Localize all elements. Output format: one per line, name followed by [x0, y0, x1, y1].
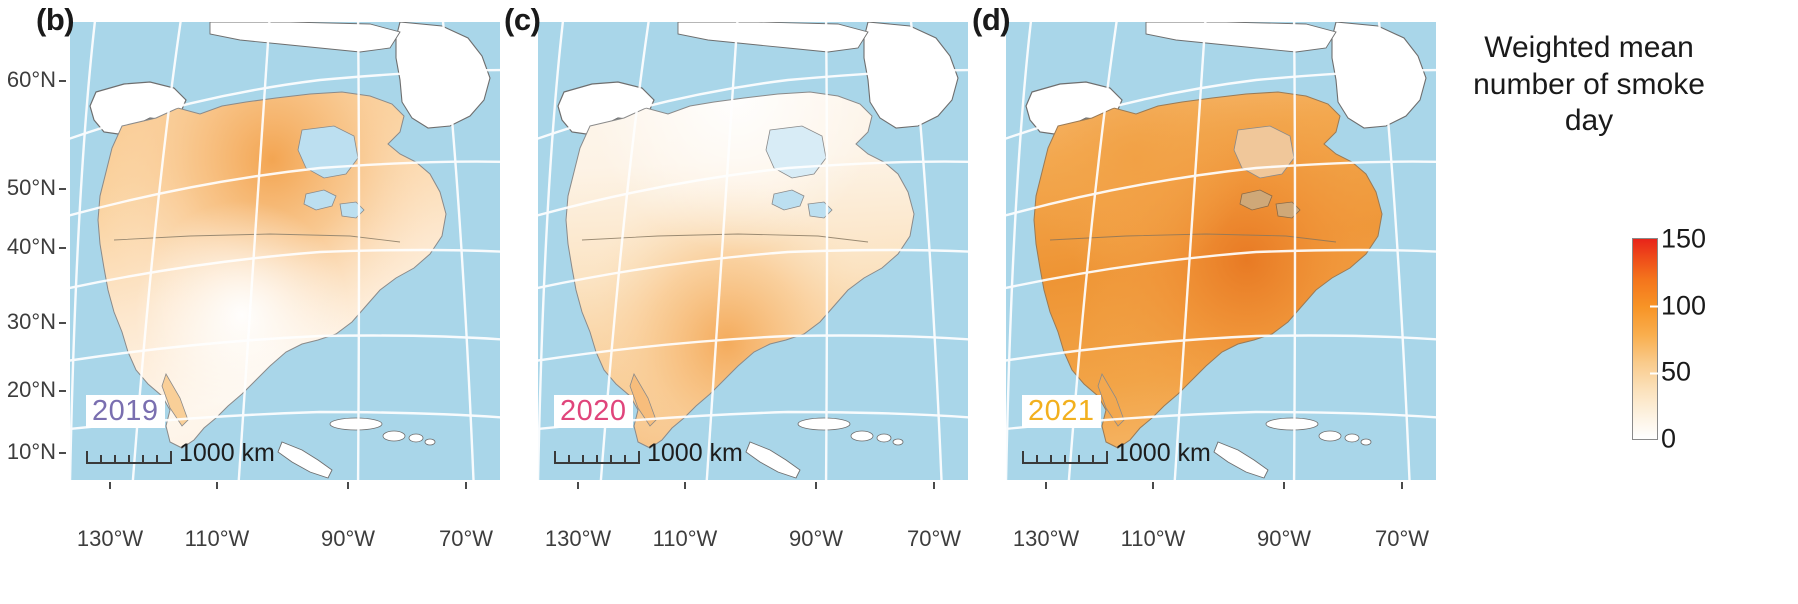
panel-letter-b: (b) [36, 2, 75, 37]
year-label-2020: 2020 [554, 394, 633, 428]
colorbar: 150 100 50 0 [1632, 224, 1706, 454]
scale-bar-2020: 1000 km [554, 438, 743, 467]
x-tickmark-b-130W [109, 482, 111, 489]
central-america [277, 441, 333, 479]
x-tickmark-b-70W [465, 482, 467, 489]
arctic-islands [209, 22, 401, 53]
x-tickmark-d-130W [1045, 482, 1047, 489]
central-america [1213, 441, 1269, 479]
y-tick-10N: 10°N [0, 439, 66, 465]
scale-bar-graphic-2020 [554, 451, 640, 464]
x-tick-d-70W: 70°W [1374, 526, 1430, 551]
legend-title: Weighted mean number of smoke day [1473, 31, 1705, 138]
x-tick-d-130W: 130°W [1012, 526, 1080, 551]
caribbean-islands [1265, 417, 1372, 446]
x-tick-d-110W: 110°W [1120, 526, 1186, 551]
legend: Weighted mean number of smoke day 150 10… [1396, 30, 1796, 454]
x-tickmark-c-90W [815, 482, 817, 489]
scale-bar-graphic-2021 [1022, 451, 1108, 464]
scale-bar-graphic-2019 [86, 451, 172, 464]
year-label-2021: 2021 [1022, 394, 1101, 428]
y-tick-40N: 40°N [0, 234, 66, 260]
arctic-islands [1145, 22, 1337, 53]
x-tickmark-b-90W [347, 482, 349, 489]
x-tick-c-110W: 110°W [652, 526, 718, 551]
x-tickmark-d-110W [1152, 482, 1154, 489]
caribbean-islands [329, 417, 436, 446]
x-tickmark-b-110W [216, 482, 218, 489]
colorbar-group: 150 100 50 0 [1632, 224, 1706, 454]
colorbar-tick-150: 150 [1661, 223, 1707, 254]
colorbar-tick-50: 50 [1650, 357, 1691, 388]
map-plot-area-2020: 2020 1000 km [538, 22, 968, 480]
greenland-landmass [395, 22, 491, 129]
greenland-landmass [863, 22, 959, 129]
x-tick-c-90W: 90°W [788, 526, 844, 551]
map-panel-2021: 2021 1000 km (d) [972, 2, 1436, 480]
year-label-2019: 2019 [86, 394, 165, 428]
scale-bar-2021: 1000 km [1022, 438, 1211, 467]
x-tickmark-c-70W [933, 482, 935, 489]
x-tickmark-c-130W [577, 482, 579, 489]
x-tickmark-d-90W [1283, 482, 1285, 489]
arctic-islands [677, 22, 869, 53]
x-tickmark-c-110W [684, 482, 686, 489]
x-tick-d-90W: 90°W [1256, 526, 1312, 551]
map-plot-area-2021: 2021 1000 km [1006, 22, 1436, 480]
scale-bar-2019: 1000 km [86, 438, 275, 467]
map-panel-2019: 2019 1000 km (b) [36, 2, 500, 480]
panel-letter-d: (d) [972, 2, 1011, 37]
scale-bar-label-2020: 1000 km [647, 438, 743, 467]
x-tick-c-130W: 130°W [544, 526, 612, 551]
x-tick-b-130W: 130°W [76, 526, 144, 551]
y-tick-60N: 60°N [0, 67, 66, 93]
map-plot-area-2019: 2019 1000 km [70, 22, 500, 480]
colorbar-tick-100: 100 [1650, 290, 1706, 321]
x-tick-b-110W: 110°W [184, 526, 250, 551]
caribbean-islands [797, 417, 904, 446]
x-tick-c-70W: 70°W [906, 526, 962, 551]
y-tick-30N: 30°N [0, 309, 66, 335]
y-tick-20N: 20°N [0, 377, 66, 403]
panel-letter-c: (c) [504, 2, 541, 37]
map-panel-2020: 2020 1000 km (c) [504, 2, 968, 480]
x-tick-b-70W: 70°W [438, 526, 494, 551]
colorbar-tick-0: 0 [1661, 423, 1677, 454]
scale-bar-label-2021: 1000 km [1115, 438, 1211, 467]
x-tickmark-d-70W [1401, 482, 1403, 489]
central-america [745, 441, 801, 479]
x-tick-b-90W: 90°W [320, 526, 376, 551]
y-tick-50N: 50°N [0, 175, 66, 201]
scale-bar-label-2019: 1000 km [179, 438, 275, 467]
